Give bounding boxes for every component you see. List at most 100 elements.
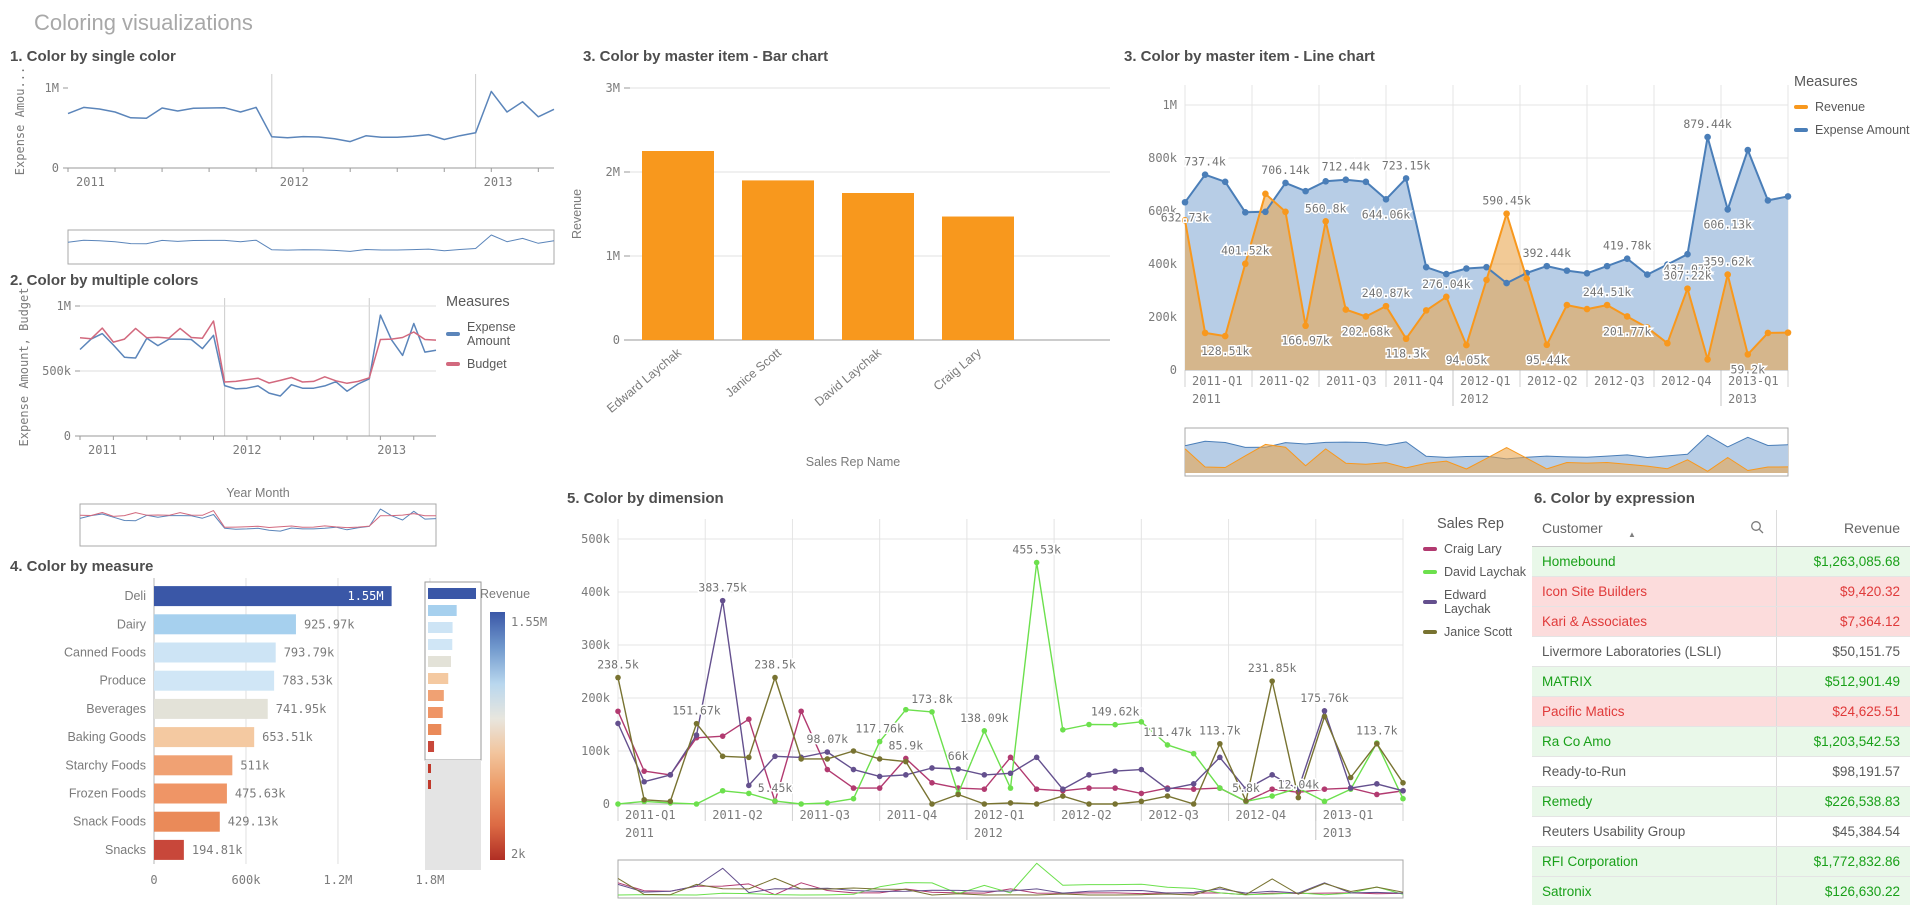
bar-Craig Lary[interactable] — [942, 216, 1014, 340]
revenue-cell[interactable]: $1,772,832.86 — [1776, 847, 1910, 876]
table-row[interactable]: Ready-to-Run $98,191.57 — [1532, 757, 1910, 787]
multiple-colors-line-chart[interactable]: 1M 500k 0 2011 2012 2013 Expense Amount, Budge… — [8, 270, 560, 556]
column-header-revenue[interactable]: Revenue — [1776, 510, 1910, 546]
revenue-cell[interactable]: $226,538.83 — [1776, 787, 1910, 816]
series-Revenue[interactable] — [1181, 190, 1792, 363]
legend-item-Revenue[interactable]: Revenue — [1794, 100, 1910, 114]
chart-scrollbar-minimap[interactable] — [424, 581, 482, 870]
svg-text:737.4k: 737.4k — [1184, 155, 1226, 169]
range-navigator[interactable] — [79, 503, 437, 547]
series-Edward Laychak[interactable] — [615, 597, 1406, 794]
bar-Baking Goods[interactable] — [154, 727, 255, 748]
table-row[interactable]: Icon Site Builders $9,420.32 — [1532, 577, 1910, 607]
svg-text:Frozen Foods: Frozen Foods — [69, 787, 146, 801]
bars[interactable] — [154, 586, 392, 860]
column-header-customer[interactable]: Customer — [1542, 520, 1603, 536]
table-row[interactable]: Pacific Matics $24,625.51 — [1532, 697, 1910, 727]
customer-cell[interactable]: Homebound — [1542, 554, 1616, 569]
svg-text:59.2k: 59.2k — [1730, 362, 1765, 376]
legend-item-Expense Amount[interactable]: Expense Amount — [446, 320, 560, 348]
table-row[interactable]: Reuters Usability Group $45,384.54 — [1532, 817, 1910, 847]
series-lines[interactable] — [79, 314, 437, 397]
customer-cell[interactable]: Remedy — [1542, 794, 1593, 809]
table-row[interactable]: Livermore Laboratories (LSLI) $50,151.75 — [1532, 637, 1910, 667]
legend-item-Janice Scott[interactable]: Janice Scott — [1423, 625, 1527, 639]
table-row[interactable]: Kari & Associates $7,364.12 — [1532, 607, 1910, 637]
bar-Edward Laychak[interactable] — [642, 151, 714, 340]
svg-text:800k: 800k — [1148, 151, 1178, 165]
legend-item-Edward Laychak[interactable]: Edward Laychak — [1423, 588, 1527, 616]
revenue-cell[interactable]: $7,364.12 — [1776, 607, 1910, 636]
svg-text:231.85k: 231.85k — [1248, 661, 1297, 675]
legend-item-Craig Lary[interactable]: Craig Lary — [1423, 542, 1527, 556]
series-Janice Scott[interactable] — [615, 674, 1406, 807]
bar-David Laychak[interactable] — [842, 193, 914, 340]
svg-text:85.9k: 85.9k — [889, 738, 924, 752]
revenue-cell[interactable]: $126,630.22 — [1776, 877, 1910, 905]
svg-text:5.8k: 5.8k — [1232, 781, 1260, 795]
chart-title-master-line: 3. Color by master item - Line chart — [1124, 48, 1375, 65]
revenue-cell[interactable]: $512,901.49 — [1776, 667, 1910, 696]
revenue-table: Customer Revenue ▲ Homebound $1,263,085.6… — [1532, 510, 1910, 905]
bar-Deli[interactable] — [154, 586, 392, 607]
bar-Dairy[interactable] — [154, 614, 296, 635]
table-row[interactable]: Homebound $1,263,085.68 — [1532, 547, 1910, 577]
color-by-dimension-line-chart[interactable]: 2011-Q1 2011-Q2 2011-Q3 2011-Q4 2012-Q1 2012-… — [565, 488, 1525, 905]
table-row[interactable]: Ra Co Amo $1,203,542.53 — [1532, 727, 1910, 757]
customer-cell[interactable]: Ready-to-Run — [1542, 764, 1627, 779]
legend-item-Budget[interactable]: Budget — [446, 357, 560, 371]
table-row[interactable]: Remedy $226,538.83 — [1532, 787, 1910, 817]
customer-cell[interactable]: MATRIX — [1542, 674, 1592, 689]
svg-text:2012-Q3: 2012-Q3 — [1594, 374, 1645, 388]
master-item-line-chart[interactable]: 2011-Q1 2011-Q2 2011-Q3 2011-Q4 2012-Q1 2012-… — [1122, 46, 1910, 486]
customer-cell[interactable]: Livermore Laboratories (LSLI) — [1542, 644, 1722, 659]
bar-Snack Foods[interactable] — [154, 811, 220, 832]
revenue-cell[interactable]: $98,191.57 — [1776, 757, 1910, 786]
search-icon[interactable] — [1750, 520, 1765, 535]
svg-text:Produce: Produce — [99, 674, 146, 688]
revenue-cell[interactable]: $24,625.51 — [1776, 697, 1910, 726]
customer-cell[interactable]: Pacific Matics — [1542, 704, 1625, 719]
legend-item-David Laychak[interactable]: David Laychak — [1423, 565, 1527, 579]
series-lines[interactable] — [67, 90, 555, 143]
svg-text:David Laychak: David Laychak — [812, 345, 884, 409]
revenue-cell[interactable]: $45,384.54 — [1776, 817, 1910, 846]
svg-text:149.62k: 149.62k — [1091, 705, 1140, 719]
single-color-line-chart[interactable]: 1M 0 2011 2012 2013 Expense Amou... — [8, 46, 560, 268]
bar-Janice Scott[interactable] — [742, 180, 814, 340]
range-navigator[interactable] — [1184, 427, 1789, 477]
table-row[interactable]: MATRIX $512,901.49 — [1532, 667, 1910, 697]
bar-Starchy Foods[interactable] — [154, 755, 233, 776]
svg-text:117.76k: 117.76k — [855, 722, 904, 736]
color-by-measure-bar-chart[interactable]: 0 600k 1.2M 1.8M Deli 1.55M Dairy 925.97k Canned… — [8, 556, 560, 905]
customer-cell[interactable]: Kari & Associates — [1542, 614, 1648, 629]
svg-text:2011-Q2: 2011-Q2 — [1259, 374, 1310, 388]
customer-cell[interactable]: Icon Site Builders — [1542, 584, 1648, 599]
revenue-cell[interactable]: $9,420.32 — [1776, 577, 1910, 606]
customer-cell[interactable]: RFI Corporation — [1542, 854, 1639, 869]
revenue-cell[interactable]: $1,263,085.68 — [1776, 547, 1910, 576]
customer-cell[interactable]: Ra Co Amo — [1542, 734, 1612, 749]
bar-Snacks[interactable] — [154, 839, 184, 860]
bars[interactable] — [642, 151, 1014, 340]
svg-text:2012-Q3: 2012-Q3 — [1148, 808, 1199, 822]
bar-Frozen Foods[interactable] — [154, 783, 227, 804]
revenue-cell[interactable]: $50,151.75 — [1776, 637, 1910, 666]
range-navigator[interactable] — [617, 859, 1404, 899]
series-Expense Amount[interactable] — [1181, 133, 1792, 287]
legend-item-Expense Amount[interactable]: Expense Amount — [1794, 123, 1910, 137]
customer-cell[interactable]: Reuters Usability Group — [1542, 824, 1686, 839]
svg-text:2011-Q1: 2011-Q1 — [1192, 374, 1243, 388]
table-header-row[interactable]: Customer Revenue ▲ — [1532, 510, 1910, 547]
table-row[interactable]: Satronix $126,630.22 — [1532, 877, 1910, 905]
scroll-region[interactable] — [425, 760, 481, 870]
bar-Canned Foods[interactable] — [154, 642, 276, 663]
range-navigator[interactable] — [67, 229, 555, 265]
customer-cell[interactable]: Satronix — [1542, 884, 1592, 899]
bar-Beverages[interactable] — [154, 698, 268, 719]
table-row[interactable]: RFI Corporation $1,772,832.86 — [1532, 847, 1910, 877]
svg-text:113.7k: 113.7k — [1356, 724, 1398, 738]
revenue-cell[interactable]: $1,203,542.53 — [1776, 727, 1910, 756]
bar-Produce[interactable] — [154, 670, 275, 691]
